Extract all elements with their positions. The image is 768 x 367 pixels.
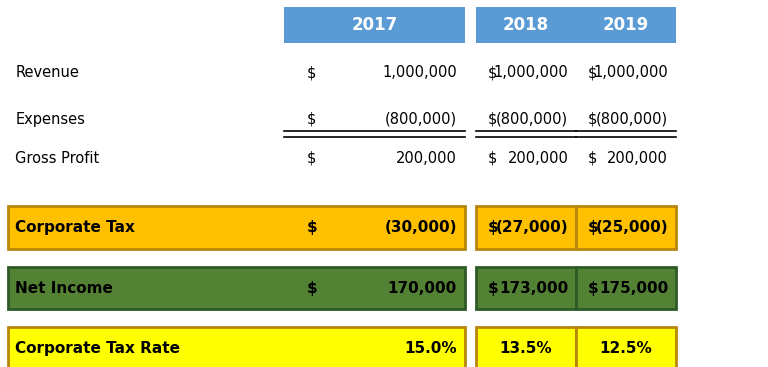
FancyBboxPatch shape — [8, 327, 465, 367]
Text: 2017: 2017 — [351, 16, 398, 34]
Text: 175,000: 175,000 — [599, 281, 668, 295]
Text: $: $ — [588, 65, 597, 80]
Text: (30,000): (30,000) — [385, 220, 457, 235]
Text: 15.0%: 15.0% — [404, 341, 457, 356]
Text: (800,000): (800,000) — [385, 112, 457, 127]
Text: Expenses: Expenses — [15, 112, 85, 127]
Text: Corporate Tax Rate: Corporate Tax Rate — [15, 341, 180, 356]
FancyBboxPatch shape — [8, 206, 465, 249]
FancyBboxPatch shape — [576, 327, 676, 367]
FancyBboxPatch shape — [476, 206, 576, 249]
FancyBboxPatch shape — [8, 7, 276, 43]
Text: (25,000): (25,000) — [595, 220, 668, 235]
FancyBboxPatch shape — [576, 267, 676, 309]
FancyBboxPatch shape — [476, 7, 576, 43]
Text: 170,000: 170,000 — [388, 281, 457, 295]
Text: 13.5%: 13.5% — [500, 341, 552, 356]
FancyBboxPatch shape — [284, 7, 465, 43]
Text: 1,000,000: 1,000,000 — [382, 65, 457, 80]
Text: $: $ — [588, 281, 598, 295]
Text: $: $ — [488, 220, 498, 235]
Text: Net Income: Net Income — [15, 281, 113, 295]
Text: (800,000): (800,000) — [596, 112, 668, 127]
Text: $: $ — [488, 112, 497, 127]
Text: $: $ — [488, 151, 497, 166]
Text: $: $ — [588, 220, 598, 235]
Text: Revenue: Revenue — [15, 65, 79, 80]
Text: (27,000): (27,000) — [495, 220, 568, 235]
Text: 200,000: 200,000 — [508, 151, 568, 166]
Text: (800,000): (800,000) — [496, 112, 568, 127]
Text: 1,000,000: 1,000,000 — [494, 65, 568, 80]
Text: $: $ — [488, 281, 498, 295]
FancyBboxPatch shape — [576, 7, 676, 43]
Text: $: $ — [307, 151, 316, 166]
Text: $: $ — [307, 65, 316, 80]
FancyBboxPatch shape — [476, 267, 576, 309]
Text: $: $ — [307, 112, 316, 127]
Text: 173,000: 173,000 — [499, 281, 568, 295]
Text: 12.5%: 12.5% — [600, 341, 652, 356]
Text: $: $ — [588, 151, 597, 166]
Text: Gross Profit: Gross Profit — [15, 151, 100, 166]
Text: 200,000: 200,000 — [396, 151, 457, 166]
FancyBboxPatch shape — [8, 267, 465, 309]
Text: $: $ — [307, 220, 318, 235]
Text: 200,000: 200,000 — [607, 151, 668, 166]
Text: 1,000,000: 1,000,000 — [594, 65, 668, 80]
Text: 2019: 2019 — [603, 16, 649, 34]
Text: $: $ — [488, 65, 497, 80]
FancyBboxPatch shape — [476, 327, 576, 367]
Text: $: $ — [307, 281, 318, 295]
Text: $: $ — [588, 112, 597, 127]
Text: Corporate Tax: Corporate Tax — [15, 220, 135, 235]
FancyBboxPatch shape — [576, 206, 676, 249]
Text: 2018: 2018 — [503, 16, 549, 34]
